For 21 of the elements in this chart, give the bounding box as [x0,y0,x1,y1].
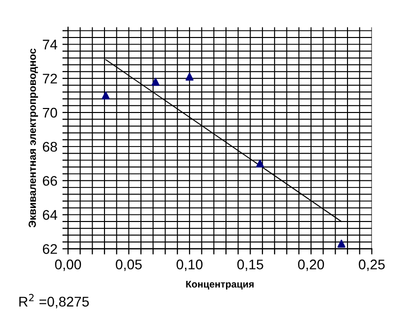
x-tick-label: 0,10 [176,260,203,272]
y-tick-label: 70 [42,108,58,118]
y-tick-label: 62 [42,244,57,254]
y-tick-label: 72 [42,74,57,84]
x-tick-label: 0,05 [116,260,142,272]
point [186,72,194,81]
x-axis-title: Концентрация [186,280,254,290]
text: R$^{2}$ =0,8275 [19,294,89,308]
y-tick-label: 74 [42,40,58,50]
point [256,160,264,168]
y-tick-label: 66 [42,176,58,186]
x-tick-label: 0,15 [237,260,264,272]
x-tick-label: 0,25 [358,260,385,272]
point [102,91,110,100]
x-tick-label: 0,20 [298,260,324,272]
x-tick-label: 0,00 [55,260,82,272]
y-tick-label: 68 [42,142,58,152]
point [152,78,160,86]
y-tick-label: 64 [42,210,58,220]
y-axis-title: Эквивалентная электропроводнос [28,48,38,228]
point [337,240,346,248]
